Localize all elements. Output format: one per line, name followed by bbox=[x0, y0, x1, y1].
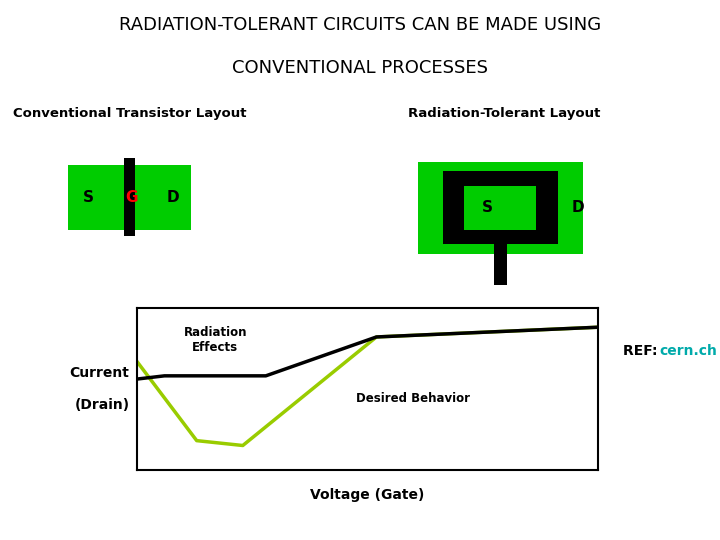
Text: Voltage (Gate): Voltage (Gate) bbox=[310, 488, 424, 502]
Text: G: G bbox=[125, 190, 138, 205]
Text: D: D bbox=[571, 200, 584, 215]
Bar bbox=[68, 165, 191, 230]
Text: cern.ch: cern.ch bbox=[660, 344, 717, 358]
Text: S: S bbox=[482, 200, 493, 215]
Text: Desired Behavior: Desired Behavior bbox=[356, 392, 470, 405]
Text: Radiation
Effects: Radiation Effects bbox=[184, 326, 247, 354]
Text: CONVENTIONAL PROCESSES: CONVENTIONAL PROCESSES bbox=[232, 59, 488, 77]
Bar bbox=[418, 162, 583, 254]
Bar bbox=[443, 172, 558, 244]
Bar bbox=[124, 158, 135, 236]
Text: S: S bbox=[83, 190, 94, 205]
Bar bbox=[494, 244, 507, 285]
Bar bbox=[464, 186, 536, 230]
Text: D: D bbox=[166, 190, 179, 205]
Text: REF:: REF: bbox=[623, 344, 662, 358]
Text: Current

(Drain): Current (Drain) bbox=[70, 366, 130, 412]
Text: Conventional Transistor Layout: Conventional Transistor Layout bbox=[13, 107, 246, 120]
Text: Radiation-Tolerant Layout: Radiation-Tolerant Layout bbox=[408, 107, 600, 120]
Text: RADIATION-TOLERANT CIRCUITS CAN BE MADE USING: RADIATION-TOLERANT CIRCUITS CAN BE MADE … bbox=[119, 16, 601, 34]
